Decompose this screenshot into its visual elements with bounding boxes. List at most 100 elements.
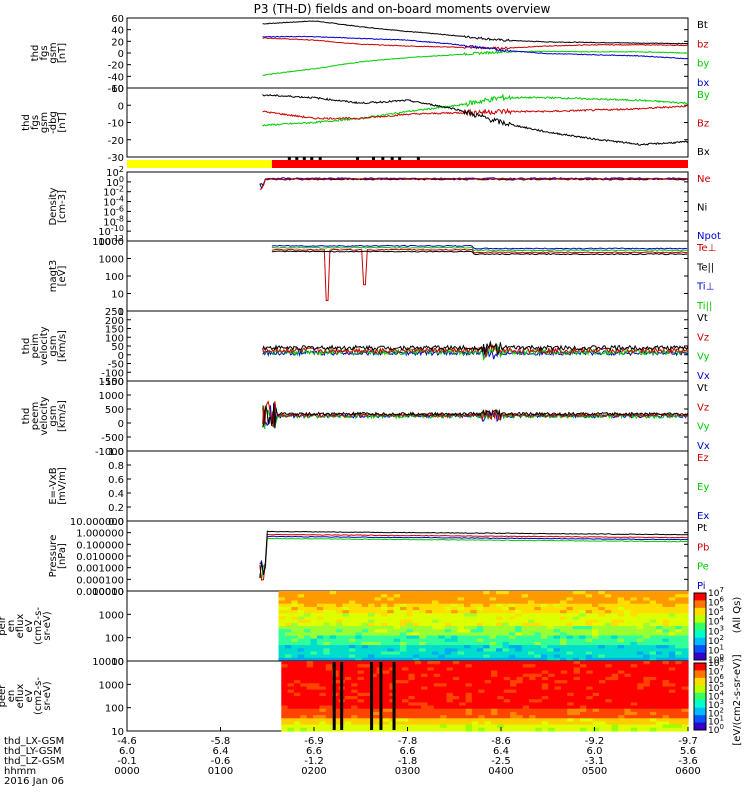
spectrogram-cell	[465, 689, 473, 694]
spectrogram-cell	[528, 635, 535, 640]
spectrogram-cell	[465, 724, 473, 729]
spectrogram-cell	[291, 638, 299, 643]
spectrogram-cell	[313, 715, 321, 719]
spectrogram-cell	[592, 645, 599, 649]
spectrogram-cell	[387, 632, 395, 637]
y-tick-label: 10	[111, 84, 124, 95]
spectrogram-cell	[483, 651, 491, 656]
spectrogram-cell	[383, 676, 390, 681]
spectrogram-cell	[452, 699, 460, 703]
spectrogram-cell	[323, 641, 331, 646]
spectrogram-cell	[681, 721, 689, 726]
legend-Ey: Ey	[697, 482, 709, 493]
spectrogram-cell	[319, 702, 327, 707]
spectrogram-cell	[508, 626, 516, 630]
spectrogram-cell	[502, 597, 510, 602]
spectrogram-cell	[294, 702, 301, 707]
spectrogram-cell	[675, 724, 683, 729]
spectrogram-cell	[300, 711, 308, 716]
spectrogram-cell	[605, 708, 613, 713]
spectrogram-cell	[432, 629, 439, 633]
spectrogram-cell	[287, 686, 295, 691]
spectrogram-cell	[408, 724, 416, 729]
spectrogram-cell	[630, 654, 638, 659]
spectrogram-cell	[357, 705, 365, 710]
spectrogram-cell	[547, 603, 555, 608]
spectrogram-cell	[668, 673, 676, 678]
spectrogram-cell	[618, 664, 626, 668]
spectrogram-cell	[355, 616, 363, 621]
spectrogram-cell	[534, 651, 542, 656]
spectrogram-cell	[611, 673, 619, 678]
spectrogram-cell	[440, 718, 448, 723]
colorbar-tick-label: 104	[708, 615, 724, 628]
spectrogram-cell	[489, 641, 497, 646]
y-axis-label: [cm-3]	[57, 190, 68, 223]
spectrogram-cell	[459, 708, 467, 713]
spectrogram-cell	[515, 619, 523, 624]
spectrogram-cell	[636, 613, 644, 618]
spectrogram-cell	[325, 680, 333, 684]
series-By	[262, 93, 689, 127]
spectrogram-cell	[662, 664, 670, 668]
spectrogram-cell	[433, 721, 441, 726]
spectrogram-cell	[400, 626, 407, 630]
spectrogram-cell	[636, 626, 644, 630]
burst-marker	[318, 157, 322, 160]
spectrogram-cell	[402, 702, 409, 707]
spectrogram-cell	[329, 600, 337, 605]
spectrogram-cell	[668, 603, 676, 608]
spectrogram-cell	[323, 603, 331, 608]
spectrogram-cell	[387, 600, 395, 605]
y-tick-label: 100	[105, 634, 124, 645]
spectrogram-cell	[414, 721, 422, 726]
colorbar-segment	[694, 637, 706, 646]
spectrogram-cell	[675, 622, 683, 627]
spectrogram-cell	[656, 632, 663, 637]
spectrogram-cell	[414, 718, 422, 723]
spectrogram-cell	[515, 648, 523, 653]
spectrogram-cell	[483, 610, 491, 614]
spectrogram-cell	[566, 638, 574, 643]
spectrogram-cell	[370, 686, 378, 691]
spectrogram-cell	[316, 629, 324, 633]
spectrogram-cell	[363, 721, 371, 726]
spectrogram-cell	[344, 692, 352, 697]
colorbar-label-qs: (All Qs)	[732, 597, 743, 634]
spectrogram-cell	[586, 686, 594, 691]
spectrogram-cell	[440, 683, 448, 688]
spectrogram-cell	[393, 632, 401, 637]
te-par-series	[271, 250, 688, 256]
spectrogram-cell	[675, 591, 683, 595]
spectrogram-cell	[284, 622, 292, 627]
spectrogram-cell	[586, 673, 594, 678]
spectrogram-cell	[515, 629, 523, 633]
spectrogram-cell	[572, 616, 580, 621]
spectrogram-cell	[522, 699, 530, 703]
spectrogram-cell	[325, 711, 333, 716]
spectrogram-cell	[599, 676, 606, 681]
spectrogram-cell	[636, 594, 644, 598]
spectrogram-cell	[604, 641, 612, 646]
spectrogram-cell	[451, 616, 459, 621]
spectrogram-cell	[342, 594, 350, 598]
spectrogram-cell	[483, 645, 491, 649]
spectrogram-cell	[534, 629, 542, 633]
spectrogram-cell	[304, 657, 312, 662]
spectrogram-cell	[604, 635, 612, 640]
spectrogram-cell	[484, 708, 492, 713]
spectrogram-cell	[637, 676, 645, 681]
spectrogram-cell	[579, 603, 587, 608]
spectrogram-cell	[611, 613, 619, 618]
spectrogram-cell	[681, 657, 689, 662]
spectrogram-cell	[446, 673, 454, 678]
y-axis-label: [nPa]	[57, 543, 68, 569]
spectrogram-cell	[395, 724, 403, 729]
spectrogram-cell	[540, 635, 548, 640]
spectrogram-cell	[471, 724, 479, 729]
spectrogram-cell	[567, 724, 575, 729]
spectrogram-cell	[516, 711, 524, 716]
spectrogram-cell	[599, 711, 606, 716]
spectrogram-cell	[363, 673, 371, 678]
spectrogram-cell	[342, 616, 350, 621]
